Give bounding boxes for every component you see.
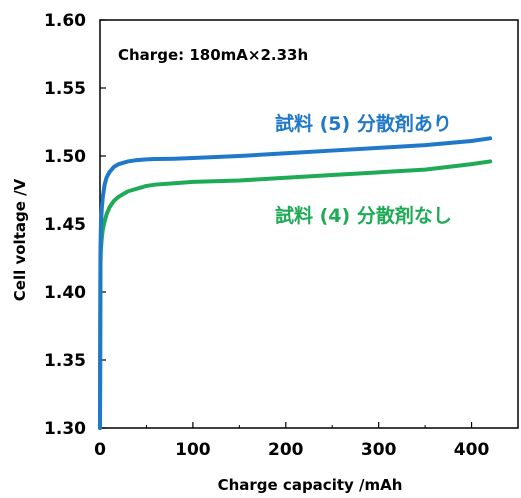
x-tick-label: 200 [268, 440, 304, 460]
series-line-sample5 [98, 136, 493, 430]
x-tick-label: 0 [94, 440, 106, 460]
x-tick-label: 100 [175, 440, 211, 460]
x-tick-label: 300 [361, 440, 397, 460]
x-tick-label: 400 [454, 440, 490, 460]
y-axis-label: Cell voltage /V [11, 178, 29, 301]
y-tick-label: 1.40 [44, 283, 86, 303]
x-axis-ticks: 0 100 200 300 400 [94, 422, 489, 460]
y-tick-label: 1.35 [44, 351, 86, 371]
series-line-sample4 [98, 159, 493, 430]
y-tick-label: 1.45 [44, 215, 86, 235]
x-axis-label: Charge capacity /mAh [218, 476, 403, 494]
y-tick-label: 1.60 [44, 11, 86, 31]
series-label-sample5: 試料 (5) 分散剤あり [275, 112, 452, 135]
charge-annotation: Charge: 180mA×2.33h [118, 46, 308, 64]
y-tick-label: 1.55 [44, 79, 86, 99]
y-tick-label: 1.50 [44, 147, 86, 167]
series-layer [98, 136, 493, 430]
series-label-sample4: 試料 (4) 分散剤なし [275, 204, 452, 227]
y-axis-ticks: 1.30 1.35 1.40 1.45 1.50 1.55 1.60 [44, 11, 106, 439]
y-tick-label: 1.30 [44, 419, 86, 439]
